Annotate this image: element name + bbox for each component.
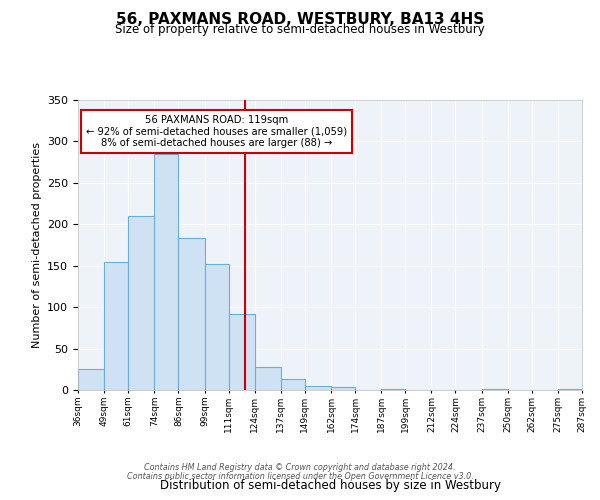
Text: Size of property relative to semi-detached houses in Westbury: Size of property relative to semi-detach… [115,22,485,36]
Bar [305,386,331,390]
Bar [128,216,154,390]
Bar [78,370,104,390]
Text: 56, PAXMANS ROAD, WESTBURY, BA13 4HS: 56, PAXMANS ROAD, WESTBURY, BA13 4HS [116,12,484,28]
Bar [205,264,229,390]
Text: 56 PAXMANS ROAD: 119sqm
← 92% of semi-detached houses are smaller (1,059)
8% of : 56 PAXMANS ROAD: 119sqm ← 92% of semi-de… [86,114,347,148]
Bar [178,238,205,390]
Text: Distribution of semi-detached houses by size in Westbury: Distribution of semi-detached houses by … [160,480,500,492]
Bar [229,314,255,390]
Bar [558,389,582,390]
Bar [255,367,281,390]
Text: Contains public sector information licensed under the Open Government Licence v3: Contains public sector information licen… [127,472,473,481]
Bar [331,386,355,390]
Y-axis label: Number of semi-detached properties: Number of semi-detached properties [32,142,41,348]
Bar [104,262,128,390]
Bar [381,389,405,390]
Bar [154,154,178,390]
Bar [281,379,305,390]
Bar [482,389,508,390]
Text: Contains HM Land Registry data © Crown copyright and database right 2024.: Contains HM Land Registry data © Crown c… [144,464,456,472]
